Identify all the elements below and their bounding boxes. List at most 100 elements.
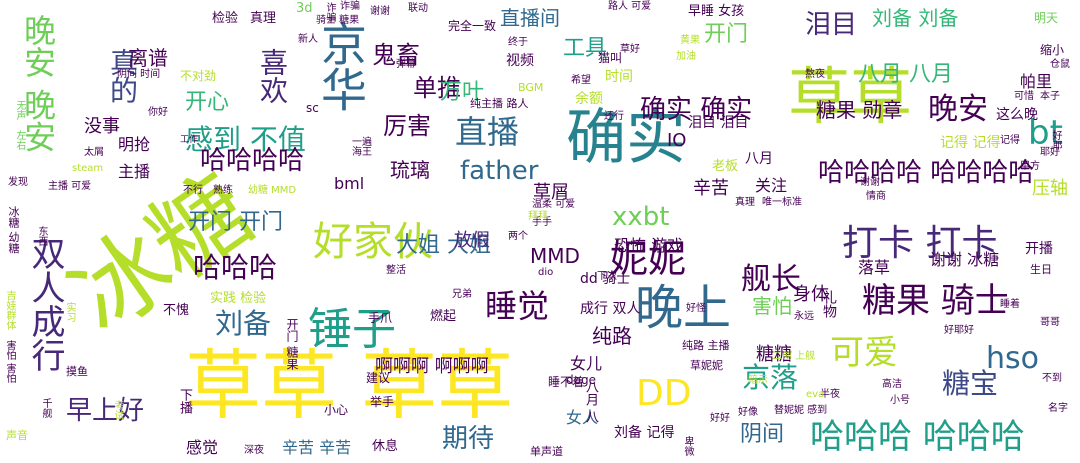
word: 刘备: [215, 307, 272, 340]
word: doge: [566, 373, 596, 387]
word: 锤子: [308, 304, 396, 355]
word: 身体: [793, 284, 829, 305]
word: 终于: [508, 37, 528, 48]
word: 仓鼠: [1050, 59, 1070, 70]
word: 糖宝: [942, 367, 999, 400]
word: 可爱: [830, 333, 898, 373]
word: 缩小: [1040, 43, 1065, 57]
word: 开门 开门: [188, 210, 283, 235]
word: 好怪: [686, 303, 706, 314]
word: 下播: [177, 388, 192, 414]
word: 二创 上舰: [772, 351, 816, 362]
word: 好像: [738, 407, 758, 418]
word: father: [460, 156, 539, 186]
word: 糖果 骑士: [862, 281, 1009, 321]
word: 幼糖 MMD: [248, 185, 297, 196]
word: 两个: [508, 231, 528, 242]
word: 谢谢 冰糖: [930, 250, 1000, 269]
word: 好耶好: [944, 325, 974, 336]
word: 真的: [106, 48, 139, 104]
word: 熟练: [213, 185, 233, 196]
word: 高洁: [882, 379, 902, 390]
word: 3d: [296, 1, 313, 16]
word: 太屑: [84, 147, 104, 158]
word: 希望: [571, 75, 591, 86]
word: 余额: [575, 91, 603, 107]
word: 草草: [788, 60, 913, 133]
word: 主播: [118, 162, 151, 181]
word: 感觉: [186, 438, 219, 457]
word: 刘备 刘备: [872, 6, 959, 30]
word: 哈哈哈哈 哈哈哈哈: [818, 158, 1035, 188]
word: 明天: [1034, 11, 1059, 25]
word: 举手: [370, 395, 395, 409]
word: 开播: [1025, 241, 1053, 257]
word: 诈骗: [340, 1, 360, 12]
word: 工具: [563, 36, 608, 61]
word: 时间: [605, 69, 633, 85]
word: 哈哈哈哈: [200, 146, 305, 176]
word: 骑士 糖果: [316, 15, 360, 26]
word: 睡不着: [548, 375, 585, 389]
word: 放假: [454, 230, 490, 251]
word: 没事: [84, 116, 120, 137]
word: 纯主播 路人: [470, 97, 529, 110]
word: BGM: [518, 81, 544, 94]
word: 建议: [366, 371, 391, 385]
word: 啊啊啊 啊啊啊: [375, 356, 489, 377]
word: 离谱: [128, 46, 168, 70]
word: 记得: [1000, 135, 1020, 146]
word: 单推: [413, 74, 461, 102]
word: hso: [986, 341, 1039, 376]
word: 确实 确实: [640, 95, 753, 125]
word: 千舰: [40, 398, 51, 418]
word: 小心: [324, 403, 349, 417]
word: 真理: [735, 197, 755, 208]
word: 纯路: [592, 324, 632, 348]
word: 唯一标准: [762, 197, 802, 208]
word: 不到: [1042, 373, 1062, 384]
word: 开门 糖果: [285, 318, 299, 370]
word: 情商: [866, 191, 886, 202]
word: 压轴: [1032, 178, 1068, 199]
word: 开心: [185, 90, 230, 115]
word: 手手: [532, 217, 552, 228]
word: 期待: [442, 424, 495, 454]
word: 卑微: [682, 436, 693, 456]
word: 暗示: [748, 375, 768, 386]
word: 拜拜: [528, 211, 548, 222]
word: 万叶: [440, 80, 485, 105]
word: 路人 可爱: [608, 1, 652, 12]
word: 直播间: [500, 6, 560, 30]
word: 晚安: [928, 92, 988, 127]
word: 睡觉: [485, 287, 550, 325]
word: steam: [72, 163, 104, 174]
word: 泪目: [805, 10, 858, 40]
word: 记得 记得: [940, 135, 1001, 151]
word: 弹幕: [396, 59, 416, 70]
word: 害怕: [752, 294, 792, 318]
word: 黄果: [680, 35, 700, 46]
word: 好耶: [1050, 130, 1061, 150]
word: 替妮妮 感到: [774, 405, 828, 416]
word: bt: [1028, 113, 1063, 153]
word: 发现: [8, 177, 28, 188]
word: 休息: [372, 439, 399, 454]
word: 东西: [36, 226, 47, 246]
word: 联动: [408, 3, 428, 14]
word: 女人: [566, 408, 599, 427]
word: 鬼畜: [372, 41, 420, 69]
word: 女儿: [570, 354, 603, 373]
word: 吉娃群体: [4, 290, 15, 330]
word: 加油: [676, 51, 696, 62]
word: 可惜: [1014, 91, 1034, 102]
word: 成行 双人: [580, 301, 641, 317]
word: 诈骗: [324, 2, 335, 22]
word: 早睡 女孩: [688, 4, 745, 19]
word: 甲方: [1020, 161, 1040, 172]
word: 谢谢: [370, 6, 390, 17]
word: 不愧: [163, 303, 190, 318]
word: 害怕 害怕: [4, 340, 15, 384]
word: 这么晚: [996, 107, 1038, 123]
